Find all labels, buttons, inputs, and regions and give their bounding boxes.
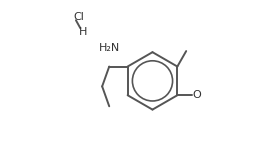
Text: H₂N: H₂N bbox=[99, 43, 120, 53]
Text: O: O bbox=[193, 90, 201, 100]
Text: Cl: Cl bbox=[73, 12, 84, 22]
Text: H: H bbox=[79, 27, 87, 37]
